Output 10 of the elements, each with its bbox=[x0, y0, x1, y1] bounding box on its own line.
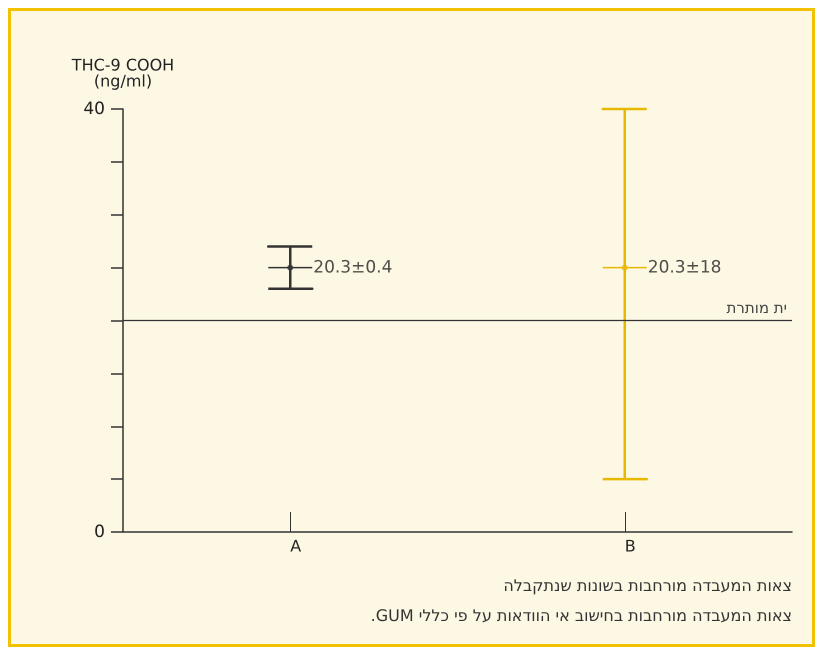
y-tick-label: 0 bbox=[94, 522, 105, 542]
data-label: 20.3±18 bbox=[648, 258, 722, 278]
text: צאות המעבדה מורחבות בשונות שנתקבלה bbox=[502, 575, 792, 597]
y-tick-label: 40 bbox=[83, 99, 105, 119]
text: צאות המעבדה מורחבות בחישוב אי הוודאות על פי כללי GUM. bbox=[370, 605, 792, 627]
y-axis-title: THC-9 COOH (ng/ml) bbox=[70, 56, 174, 90]
data-label: 20.3±0.4 bbox=[313, 258, 392, 278]
x-tick-label: B bbox=[624, 536, 636, 556]
ref-line-label: ית מותרת bbox=[726, 299, 787, 317]
x-tick-label: A bbox=[290, 536, 302, 556]
